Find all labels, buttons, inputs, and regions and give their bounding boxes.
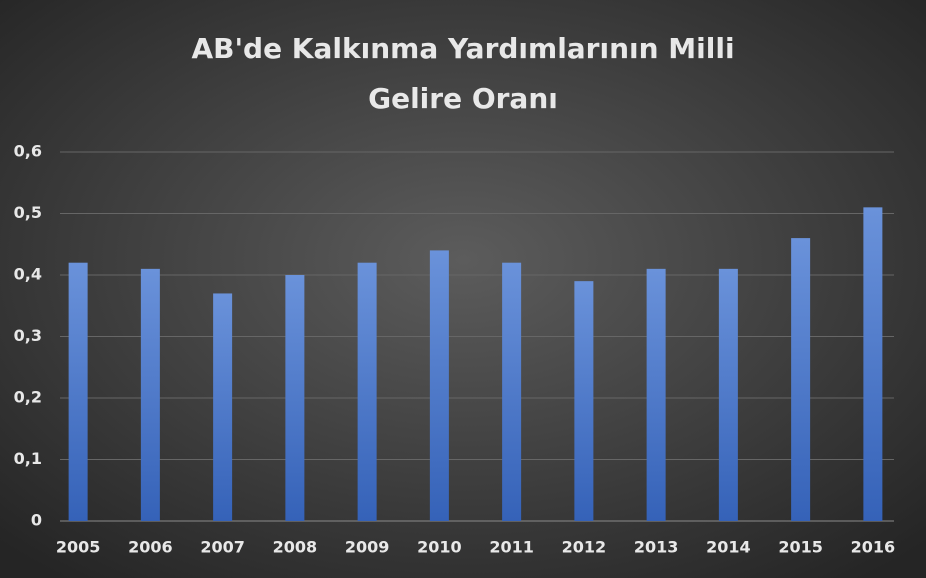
bar <box>863 207 883 521</box>
y-tick-label: 0,4 <box>14 265 42 284</box>
bar <box>429 250 449 521</box>
y-tick-label: 0,3 <box>14 326 42 345</box>
x-tick-label: 2010 <box>417 538 462 557</box>
x-tick-label: 2007 <box>200 538 245 557</box>
y-tick-label: 0,1 <box>14 449 42 468</box>
x-tick-label: 2011 <box>489 538 534 557</box>
chart-title: AB'de Kalkınma Yardımlarının Milli <box>191 32 734 65</box>
bar <box>140 268 160 521</box>
y-tick-label: 0,2 <box>14 388 42 407</box>
bar <box>68 262 88 521</box>
x-tick-label: 2016 <box>851 538 896 557</box>
x-tick-label: 2009 <box>345 538 390 557</box>
y-tick-label: 0,5 <box>14 203 42 222</box>
chart-title: Gelire Oranı <box>368 82 558 115</box>
bar <box>646 268 666 521</box>
bar <box>718 268 738 521</box>
x-tick-label: 2015 <box>778 538 823 557</box>
x-tick-label: 2005 <box>56 538 101 557</box>
bar <box>791 238 811 521</box>
bar <box>502 262 522 521</box>
bar <box>285 275 305 521</box>
bar <box>357 262 377 521</box>
y-tick-label: 0 <box>31 511 42 530</box>
x-tick-label: 2014 <box>706 538 751 557</box>
bar <box>213 293 233 521</box>
x-tick-label: 2012 <box>562 538 607 557</box>
x-tick-label: 2013 <box>634 538 679 557</box>
x-tick-label: 2008 <box>273 538 318 557</box>
x-tick-label: 2006 <box>128 538 173 557</box>
bar <box>574 281 594 521</box>
y-tick-label: 0,6 <box>14 142 42 161</box>
